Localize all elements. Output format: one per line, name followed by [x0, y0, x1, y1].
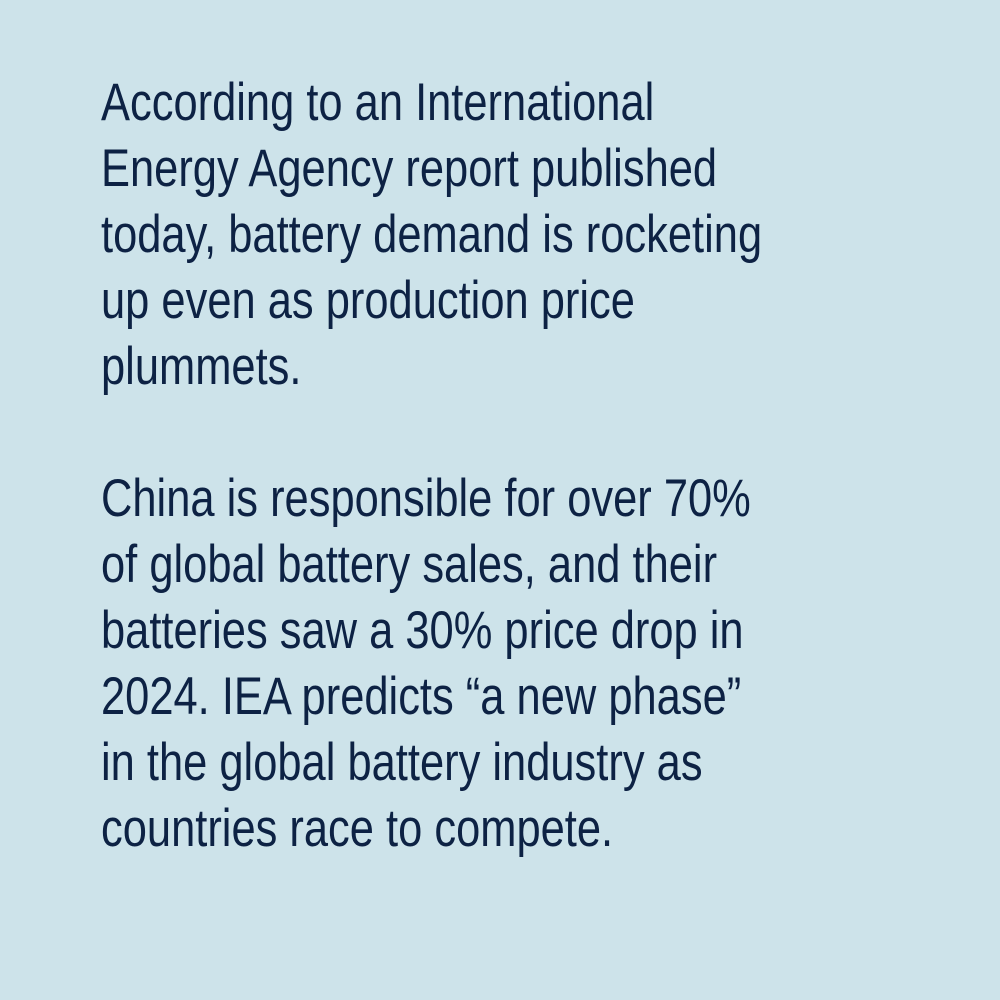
paragraph-line: batteries saw a 30% price drop in — [101, 601, 744, 660]
paragraph-intro: According to an International Energy Age… — [101, 70, 806, 400]
paragraph-line: today, battery demand is rocketing — [101, 205, 763, 264]
paragraph-line: up even as production price — [101, 271, 635, 330]
paragraph-line: China is responsible for over 70% — [101, 469, 751, 528]
paragraph-line: of global battery sales, and their — [101, 535, 718, 594]
paragraph-line: According to an International — [101, 73, 655, 132]
paragraph-line: 2024. IEA predicts “a new phase” — [101, 667, 742, 726]
article-text: According to an International Energy Age… — [101, 70, 806, 862]
paragraph-line: Energy Agency report published — [101, 139, 718, 198]
paragraph-line: plummets. — [101, 337, 302, 396]
paragraph-line: countries race to compete. — [101, 799, 614, 858]
paragraph-china: China is responsible for over 70% of glo… — [101, 466, 806, 862]
paragraph-line: in the global battery industry as — [101, 733, 703, 792]
